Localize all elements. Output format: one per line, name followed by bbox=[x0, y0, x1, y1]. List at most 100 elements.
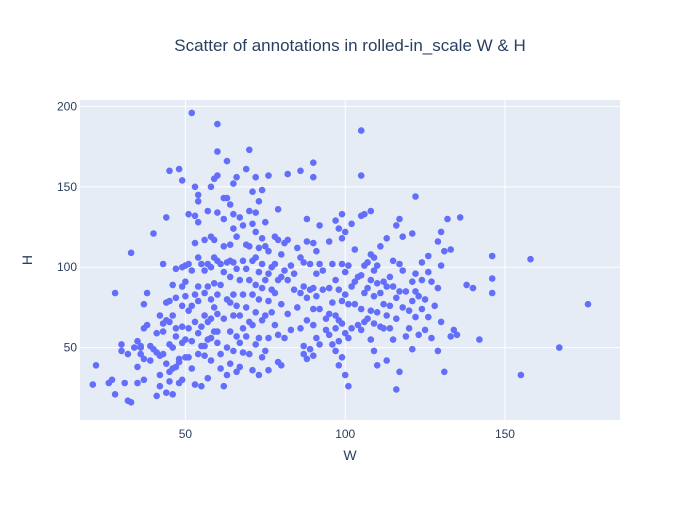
scatter-point[interactable] bbox=[246, 276, 253, 284]
scatter-point[interactable] bbox=[345, 300, 352, 308]
scatter-point[interactable] bbox=[415, 292, 423, 300]
scatter-point[interactable] bbox=[338, 235, 346, 242]
scatter-point[interactable] bbox=[341, 291, 349, 298]
scatter-point[interactable] bbox=[169, 344, 176, 351]
scatter-point[interactable] bbox=[316, 341, 323, 348]
scatter-point[interactable] bbox=[194, 329, 202, 337]
scatter-point[interactable] bbox=[220, 382, 228, 390]
scatter-point[interactable] bbox=[140, 300, 148, 308]
scatter-point[interactable] bbox=[220, 243, 228, 250]
scatter-point[interactable] bbox=[437, 228, 445, 236]
scatter-point[interactable] bbox=[246, 207, 253, 215]
scatter-point[interactable] bbox=[226, 360, 234, 368]
scatter-point[interactable] bbox=[249, 321, 256, 329]
scatter-point[interactable] bbox=[131, 344, 138, 351]
scatter-point[interactable] bbox=[265, 366, 272, 374]
scatter-point[interactable] bbox=[230, 312, 237, 319]
scatter-point[interactable] bbox=[134, 379, 141, 387]
scatter-point[interactable] bbox=[373, 362, 381, 369]
scatter-point[interactable] bbox=[329, 341, 336, 348]
scatter-point[interactable] bbox=[357, 272, 365, 279]
scatter-point[interactable] bbox=[268, 309, 276, 316]
scatter-point[interactable] bbox=[303, 317, 311, 324]
scatter-point[interactable] bbox=[198, 323, 205, 331]
scatter-point[interactable] bbox=[246, 146, 253, 154]
scatter-point[interactable] bbox=[409, 230, 416, 237]
scatter-point[interactable] bbox=[111, 289, 119, 297]
scatter-point[interactable] bbox=[172, 265, 180, 273]
scatter-point[interactable] bbox=[393, 294, 400, 302]
scatter-point[interactable] bbox=[214, 148, 221, 155]
scatter-point[interactable] bbox=[351, 278, 359, 286]
scatter-point[interactable] bbox=[421, 296, 429, 303]
scatter-point[interactable] bbox=[236, 312, 244, 319]
scatter-point[interactable] bbox=[278, 273, 285, 281]
scatter-point[interactable] bbox=[281, 334, 288, 342]
scatter-point[interactable] bbox=[348, 283, 355, 290]
scatter-point[interactable] bbox=[370, 267, 378, 274]
scatter-point[interactable] bbox=[198, 382, 205, 390]
scatter-point[interactable] bbox=[178, 177, 186, 184]
scatter-point[interactable] bbox=[287, 326, 295, 334]
scatter-point[interactable] bbox=[332, 217, 339, 224]
scatter-point[interactable] bbox=[217, 281, 224, 289]
scatter-point[interactable] bbox=[357, 326, 365, 334]
scatter-point[interactable] bbox=[194, 350, 202, 358]
scatter-point[interactable] bbox=[421, 326, 429, 334]
scatter-point[interactable] bbox=[233, 173, 240, 181]
scatter-point[interactable] bbox=[284, 170, 292, 178]
scatter-point[interactable] bbox=[159, 328, 167, 335]
scatter-point[interactable] bbox=[204, 283, 212, 290]
scatter-point[interactable] bbox=[380, 300, 387, 308]
scatter-point[interactable] bbox=[377, 289, 384, 297]
scatter-point[interactable] bbox=[370, 320, 378, 327]
scatter-point[interactable] bbox=[310, 321, 317, 329]
scatter-point[interactable] bbox=[434, 238, 442, 245]
scatter-point[interactable] bbox=[335, 225, 343, 232]
scatter-point[interactable] bbox=[297, 167, 304, 175]
scatter-point[interactable] bbox=[450, 326, 458, 334]
scatter-point[interactable] bbox=[463, 281, 470, 289]
scatter-point[interactable] bbox=[172, 333, 180, 340]
scatter-point[interactable] bbox=[297, 325, 304, 332]
scatter-point[interactable] bbox=[386, 273, 394, 281]
scatter-point[interactable] bbox=[159, 350, 167, 358]
scatter-point[interactable] bbox=[425, 252, 432, 260]
scatter-point[interactable] bbox=[441, 368, 448, 376]
scatter-point[interactable] bbox=[210, 236, 218, 244]
scatter-point[interactable] bbox=[258, 260, 266, 268]
scatter-point[interactable] bbox=[230, 180, 237, 187]
scatter-point[interactable] bbox=[386, 302, 394, 310]
scatter-point[interactable] bbox=[226, 241, 234, 248]
scatter-point[interactable] bbox=[393, 315, 400, 323]
scatter-point[interactable] bbox=[441, 247, 448, 255]
scatter-point[interactable] bbox=[383, 235, 391, 242]
scatter-point[interactable] bbox=[217, 365, 224, 372]
scatter-point[interactable] bbox=[271, 260, 279, 268]
scatter-point[interactable] bbox=[290, 270, 298, 278]
scatter-point[interactable] bbox=[488, 275, 496, 282]
scatter-point[interactable] bbox=[233, 333, 240, 340]
scatter-point[interactable] bbox=[300, 342, 308, 350]
scatter-point[interactable] bbox=[140, 355, 148, 363]
scatter-point[interactable] bbox=[185, 260, 192, 268]
scatter-point[interactable] bbox=[456, 214, 464, 221]
scatter-point[interactable] bbox=[182, 292, 189, 300]
scatter-point[interactable] bbox=[447, 333, 455, 340]
scatter-point[interactable] bbox=[367, 207, 375, 215]
scatter-point[interactable] bbox=[313, 292, 320, 300]
scatter-point[interactable] bbox=[278, 362, 285, 369]
scatter-point[interactable] bbox=[255, 268, 263, 276]
scatter-point[interactable] bbox=[345, 262, 352, 269]
scatter-point[interactable] bbox=[242, 304, 250, 311]
scatter-point[interactable] bbox=[396, 368, 403, 376]
scatter-point[interactable] bbox=[348, 325, 355, 332]
scatter-point[interactable] bbox=[185, 354, 192, 361]
scatter-point[interactable] bbox=[201, 236, 208, 244]
scatter-point[interactable] bbox=[437, 262, 445, 269]
scatter-point[interactable] bbox=[242, 333, 250, 340]
scatter-point[interactable] bbox=[159, 260, 167, 268]
scatter-point[interactable] bbox=[303, 238, 311, 245]
scatter-point[interactable] bbox=[150, 230, 157, 237]
scatter-point[interactable] bbox=[348, 220, 355, 228]
